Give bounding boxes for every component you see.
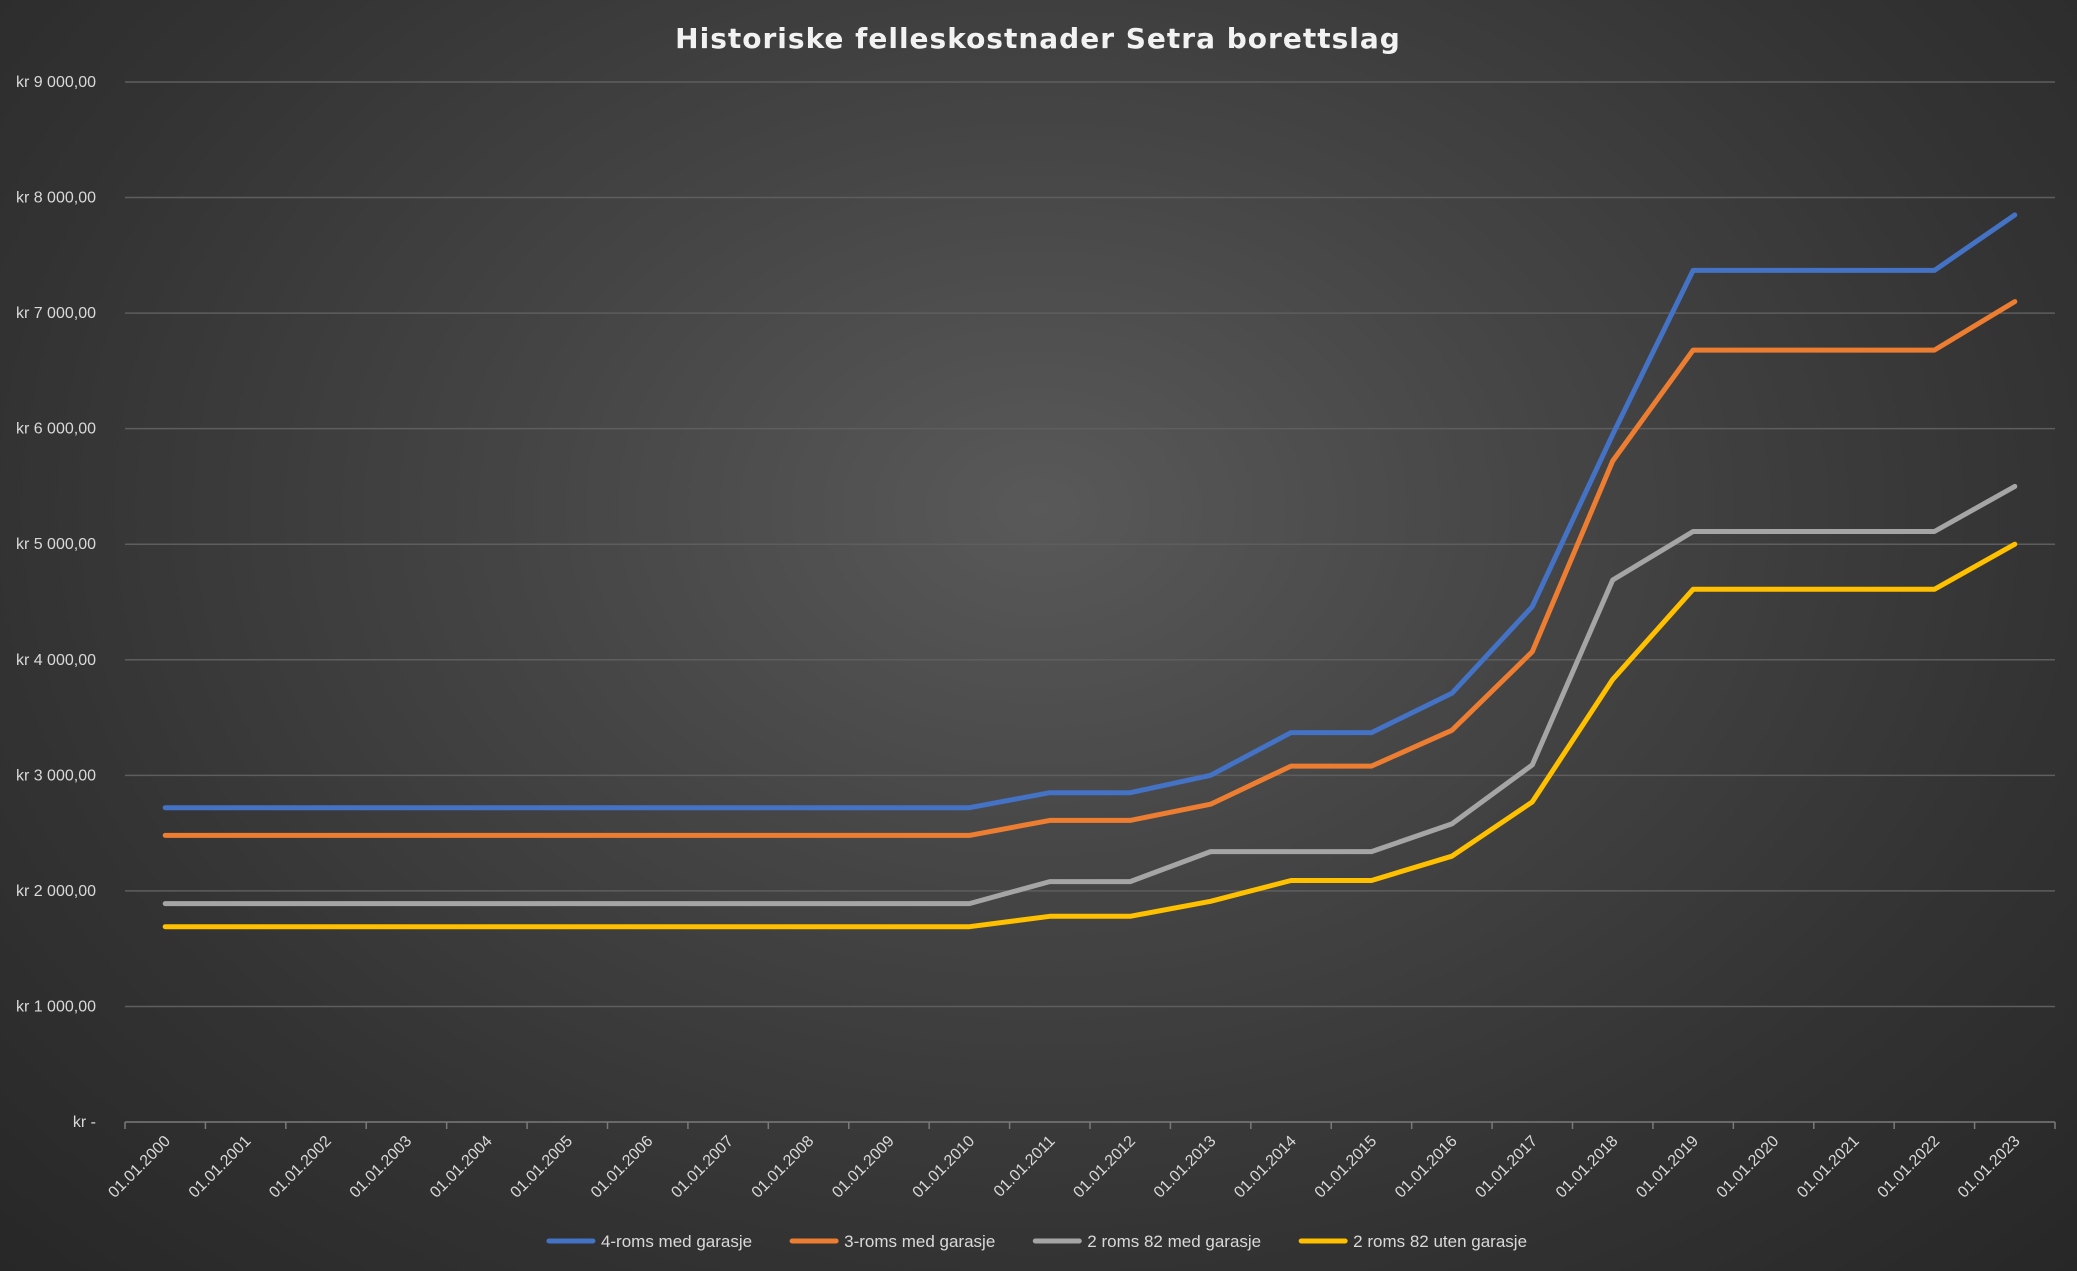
x-tick-label: 01.01.2012 — [1070, 1133, 1139, 1202]
y-tick-label: kr 4 000,00 — [16, 652, 96, 669]
x-tick-label: 01.01.2005 — [507, 1133, 576, 1202]
series-line-1 — [162, 212, 2018, 811]
x-tick-label: 01.01.2000 — [105, 1133, 174, 1202]
series-line-4 — [162, 541, 2018, 930]
x-tick-label: 01.01.2017 — [1472, 1133, 1541, 1202]
x-tick-label: 01.01.2002 — [266, 1133, 335, 1202]
legend-item[interactable]: 3-roms med garasje — [789, 1232, 995, 1251]
x-tick-label: 01.01.2018 — [1553, 1133, 1622, 1202]
y-tick-label: kr 3 000,00 — [16, 767, 96, 784]
y-axis: kr - kr 1 000,00 kr 2 000,00 kr 3 000,00 kr … — [16, 74, 96, 1131]
x-tick-label: 01.01.2001 — [186, 1133, 255, 1202]
series-line-3 — [162, 483, 2018, 907]
x-tick-label: 01.01.2014 — [1231, 1133, 1300, 1202]
gridlines — [125, 81, 2055, 1008]
x-axis: 01.01.2000 01.01.2001 01.01.2002 01.01.2003… — [105, 1121, 2056, 1202]
x-tick-label: 01.01.2010 — [910, 1133, 979, 1202]
chart-title: Historiske felleskostnader Setra boretts… — [675, 22, 1401, 55]
y-tick-label: kr 8 000,00 — [16, 190, 96, 207]
x-tick-label: 01.01.2008 — [749, 1133, 818, 1202]
legend-item[interactable]: 4-roms med garasje — [546, 1232, 752, 1251]
y-tick-label: kr 9 000,00 — [16, 74, 96, 91]
x-tick-label: 01.01.2015 — [1312, 1133, 1381, 1202]
y-tick-label: kr 6 000,00 — [16, 421, 96, 438]
x-tick-label: 01.01.2020 — [1714, 1133, 1783, 1202]
x-tick-label: 01.01.2003 — [347, 1133, 416, 1202]
y-tick-label: kr 7 000,00 — [16, 305, 96, 322]
legend: 4-roms med garasje 3-roms med garasje 2 ro… — [546, 1232, 1527, 1251]
x-tick-label: 01.01.2011 — [991, 1133, 1059, 1201]
x-tick-label: 01.01.2022 — [1875, 1133, 1944, 1202]
x-tick-label: 01.01.2021 — [1794, 1133, 1863, 1202]
x-tick-label: 01.01.2019 — [1633, 1133, 1702, 1202]
legend-label: 4-roms med garasje — [601, 1232, 752, 1251]
y-tick-label: kr - — [73, 1114, 96, 1131]
x-tick-label: 01.01.2009 — [829, 1133, 898, 1202]
x-tick-label: 01.01.2007 — [668, 1133, 737, 1202]
series-lines — [162, 212, 2018, 930]
legend-label: 2 roms 82 uten garasje — [1353, 1232, 1527, 1251]
legend-item[interactable]: 2 roms 82 med garasje — [1032, 1232, 1261, 1251]
x-tick-label: 01.01.2004 — [427, 1133, 496, 1202]
legend-label: 3-roms med garasje — [844, 1232, 995, 1251]
y-tick-label: kr 1 000,00 — [16, 998, 96, 1015]
x-tick-label: 01.01.2013 — [1151, 1133, 1220, 1202]
legend-label: 2 roms 82 med garasje — [1087, 1232, 1261, 1251]
x-tick-label: 01.01.2023 — [1955, 1133, 2024, 1202]
y-tick-label: kr 2 000,00 — [16, 883, 96, 900]
legend-item[interactable]: 2 roms 82 uten garasje — [1298, 1232, 1527, 1251]
y-tick-label: kr 5 000,00 — [16, 536, 96, 553]
x-tick-label: 01.01.2006 — [588, 1133, 657, 1202]
x-tick-label: 01.01.2016 — [1392, 1133, 1461, 1202]
series-line-2 — [162, 299, 2018, 838]
